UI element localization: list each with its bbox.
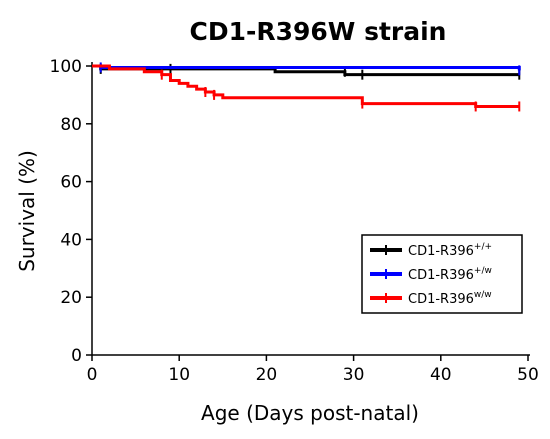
x-axis-label: Age (Days post-natal) <box>201 401 419 425</box>
legend-label: CD1-R396w/w <box>408 290 492 307</box>
legend-label: CD1-R396+/w <box>408 266 492 283</box>
y-tick-label: 0 <box>71 346 82 366</box>
x-tick-label: 50 <box>517 365 539 385</box>
x-axis: 0 10 20 30 40 50 <box>87 354 539 385</box>
y-tick-label: 100 <box>50 57 82 77</box>
legend-label: CD1-R396+/+ <box>408 242 492 259</box>
y-tick-label: 20 <box>60 288 82 308</box>
y-tick-label: 40 <box>60 230 82 250</box>
chart-title: CD1-R396W strain <box>190 17 447 46</box>
legend: CD1-R396+/+ CD1-R396+/w CD1-R396w/w <box>361 234 523 314</box>
series-line <box>92 64 520 108</box>
y-tick-label: 80 <box>60 115 82 135</box>
y-axis: 0 20 40 60 80 100 <box>50 57 93 366</box>
y-axis-label: Survival (%) <box>15 150 39 272</box>
x-tick-label: 0 <box>87 365 98 385</box>
series-layer <box>92 62 521 112</box>
x-tick-label: 30 <box>343 365 365 385</box>
x-tick-label: 10 <box>168 365 190 385</box>
y-tick-label: 60 <box>60 173 82 193</box>
x-tick-label: 20 <box>256 365 278 385</box>
x-tick-label: 40 <box>430 365 452 385</box>
survival-series-2 <box>92 64 521 112</box>
